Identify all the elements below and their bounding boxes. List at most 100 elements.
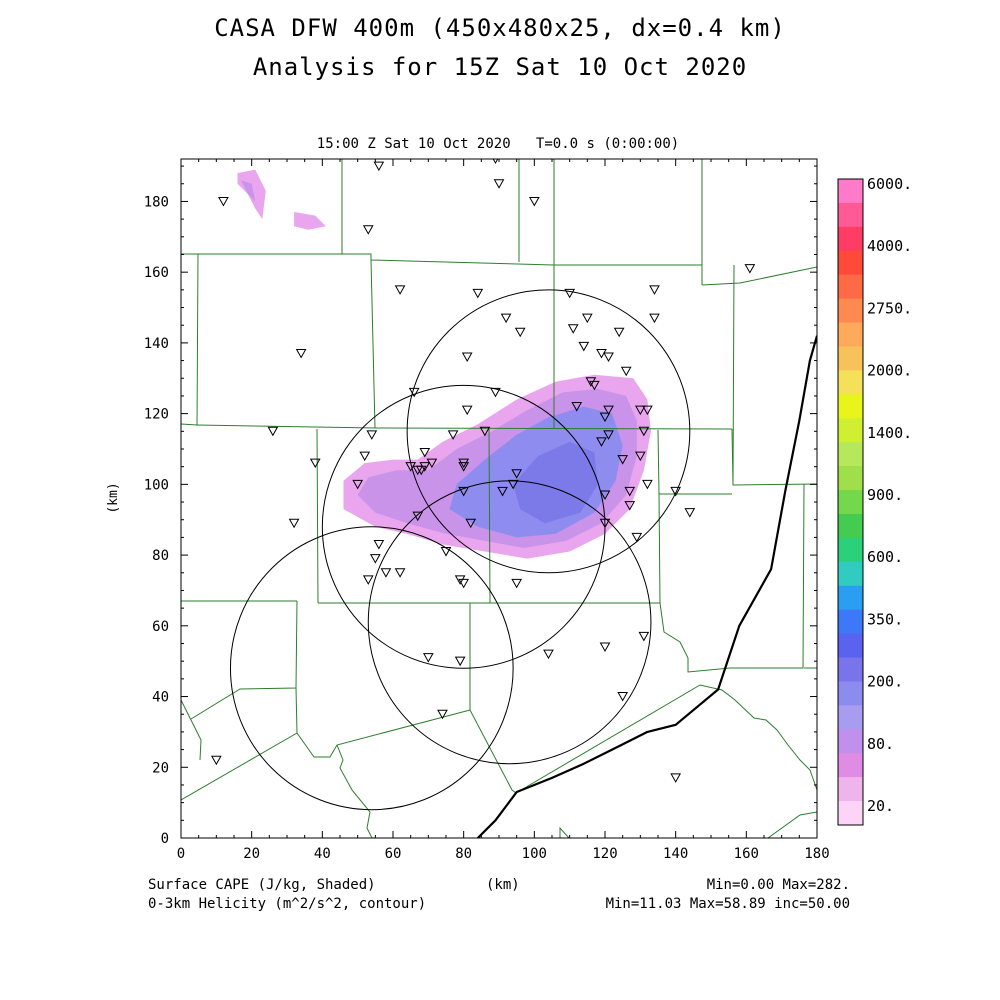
chart-title: CASA DFW 400m (450x480x25, dx=0.4 km) — [214, 14, 786, 42]
station-marker — [670, 773, 682, 783]
colorbar-swatch — [838, 442, 863, 467]
colorbar-label: 600. — [867, 548, 903, 566]
station-marker — [359, 451, 371, 462]
county-line — [469, 603, 517, 794]
station-marker — [497, 486, 508, 497]
station-marker — [380, 568, 392, 578]
station-marker — [599, 412, 611, 423]
station-marker — [362, 575, 374, 585]
colorbar-swatch — [838, 777, 863, 802]
y-axis-label: (km) — [106, 482, 121, 513]
colorbar-swatch — [838, 729, 863, 754]
footer-field2: 0-3km Helicity (m^2/s^2, contour) — [148, 896, 427, 912]
colorbar-swatch — [838, 705, 863, 730]
county-line — [181, 699, 202, 761]
plot-time-label: 15:00 Z Sat 10 Oct 2020 T=0.0 s (0:00:00… — [316, 136, 680, 152]
county-line — [488, 428, 491, 604]
station-marker — [599, 518, 611, 529]
county-line — [181, 253, 199, 426]
y-tick-label: 100 — [144, 477, 169, 493]
station-marker — [362, 225, 374, 235]
colorbar-swatch — [838, 370, 863, 395]
station-marker — [564, 288, 576, 299]
station-marker — [437, 709, 448, 720]
colorbar-swatch — [838, 298, 863, 323]
station-marker — [631, 532, 643, 543]
cape-region — [241, 180, 256, 202]
helicity-contour — [229, 526, 514, 811]
colorbar-swatch — [838, 202, 863, 228]
colorbar-swatch — [838, 801, 863, 826]
colorbar-label: 200. — [867, 673, 903, 691]
dryline — [477, 335, 817, 838]
colorbar-swatch — [838, 561, 863, 587]
colorbar-swatch — [838, 753, 863, 778]
station-marker — [479, 426, 491, 437]
y-tick-label: 0 — [161, 831, 169, 847]
colorbar-label: 1400. — [867, 424, 912, 442]
x-tick-label: 180 — [804, 846, 829, 862]
county-line — [190, 600, 298, 720]
colorbar-label: 2000. — [867, 362, 912, 380]
station-marker — [458, 486, 470, 497]
helicity-contours — [229, 289, 691, 811]
colorbar-swatch — [838, 633, 863, 658]
colorbar-frame — [837, 178, 864, 826]
station-marker — [472, 288, 484, 299]
station-marker — [624, 486, 636, 497]
station-marker — [684, 508, 696, 518]
colorbar-swatch — [838, 490, 863, 515]
station-marker — [454, 656, 466, 667]
footer-unit: (km) — [486, 877, 520, 893]
station-marker — [440, 547, 452, 557]
chart-subtitle: Analysis for 15Z Sat 10 Oct 2020 — [252, 53, 748, 81]
colorbar-label: 4000. — [867, 237, 912, 255]
station-marker — [267, 426, 279, 437]
colorbar-swatch — [838, 609, 863, 634]
station-marker — [415, 465, 427, 476]
cape-shading — [237, 169, 651, 559]
station-marker — [624, 501, 636, 511]
station-marker — [507, 479, 519, 490]
station-marker — [638, 631, 650, 642]
station-marker — [373, 161, 385, 172]
station-marker — [528, 196, 540, 207]
y-tick-label: 80 — [152, 548, 169, 564]
colorbar-label: 350. — [867, 611, 903, 629]
station-marker — [369, 554, 381, 564]
county-line — [731, 428, 817, 486]
y-tick-label: 140 — [144, 336, 169, 352]
station-marker — [465, 518, 477, 529]
station-marker — [511, 578, 523, 589]
station-marker — [599, 642, 611, 653]
station-marker — [596, 437, 607, 447]
colorbar-swatch — [838, 513, 863, 539]
station-marker — [461, 352, 473, 363]
dryline-curve — [477, 335, 817, 838]
x-tick-label: 160 — [734, 846, 759, 862]
county-line — [515, 684, 817, 794]
station-marker — [603, 352, 614, 363]
station-marker — [603, 405, 614, 416]
station-marker — [511, 469, 523, 479]
y-tick-label: 20 — [152, 760, 169, 776]
station-marker — [394, 568, 406, 578]
station-marker — [210, 755, 222, 766]
station-marker — [670, 486, 682, 497]
station-marker — [394, 285, 406, 295]
colorbar-swatch — [838, 179, 863, 204]
station-marker — [578, 341, 590, 352]
station-marker — [603, 430, 614, 440]
station-marker — [500, 313, 512, 324]
station-marker — [567, 324, 579, 334]
station-marker — [596, 349, 607, 359]
station-marker — [589, 380, 600, 391]
station-marker — [620, 366, 632, 377]
station-marker — [461, 405, 473, 416]
county-line — [336, 744, 373, 838]
station-marker — [295, 349, 307, 359]
station-marker — [426, 458, 438, 469]
station-marker — [543, 649, 554, 660]
county-line — [370, 259, 376, 429]
county-boundaries — [181, 159, 817, 838]
